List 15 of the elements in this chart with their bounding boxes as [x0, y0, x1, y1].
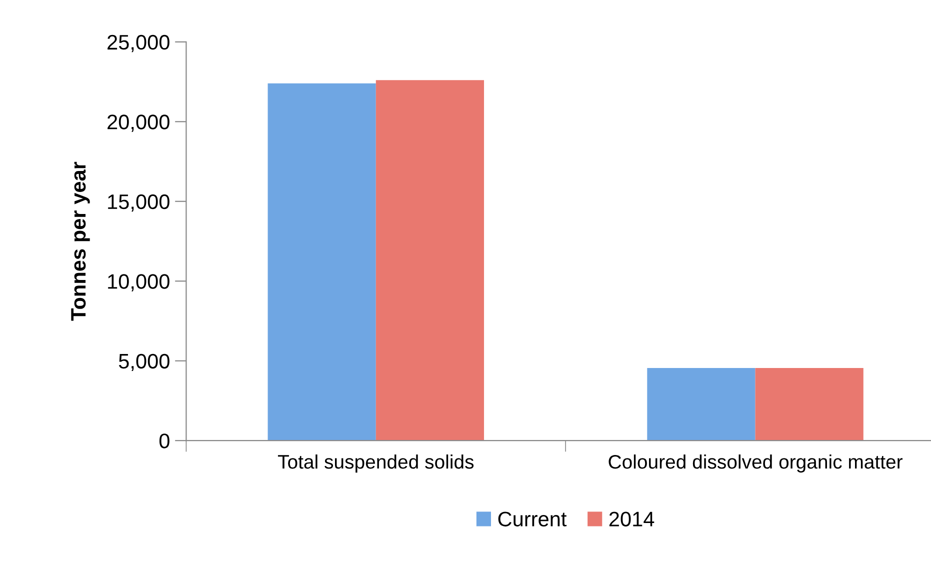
legend-label: Current	[498, 512, 567, 526]
y-tick-label: 15,000	[108, 194, 170, 212]
y-axis-title: Tonnes per year	[71, 162, 90, 321]
y-tick-label: 0	[159, 434, 170, 448]
legend-label: 2014	[609, 512, 654, 526]
y-tick-label: 25,000	[108, 34, 170, 52]
bar	[755, 368, 864, 441]
y-tick-label: 20,000	[108, 114, 170, 132]
x-tick-label: Coloured dissolved organic matter	[608, 454, 902, 473]
bar	[268, 83, 376, 441]
x-tick-label: Total suspended solids	[278, 454, 474, 473]
bar	[376, 80, 484, 441]
y-tick-label: 10,000	[108, 274, 170, 292]
bar	[647, 368, 756, 441]
y-tick-label: 5,000	[118, 354, 170, 372]
